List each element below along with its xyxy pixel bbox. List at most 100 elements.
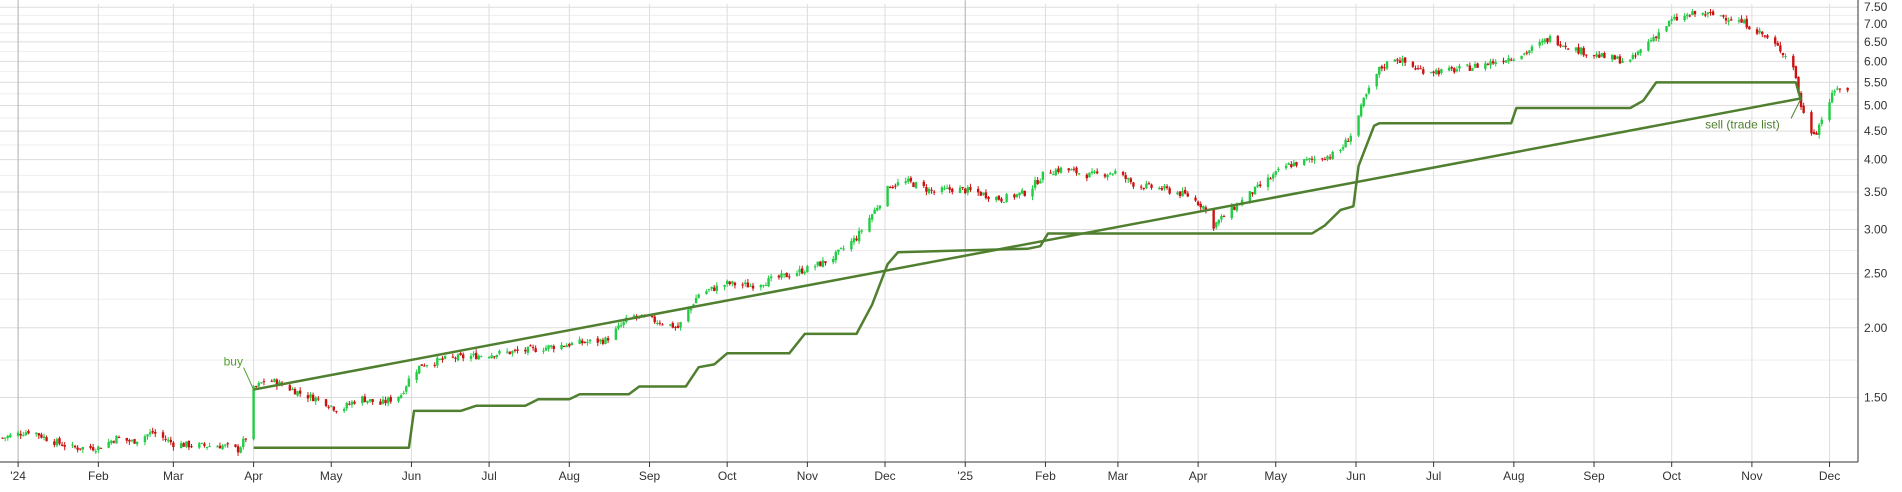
candle-body bbox=[311, 394, 315, 402]
candle-body bbox=[296, 391, 299, 396]
x-tick-label: '25 bbox=[957, 469, 973, 483]
candle-body bbox=[596, 338, 599, 343]
candle-body bbox=[45, 437, 48, 442]
candle-body bbox=[1396, 59, 1399, 61]
candle-body bbox=[1471, 68, 1474, 71]
candle-body bbox=[1486, 63, 1490, 65]
candle-body bbox=[1259, 184, 1262, 187]
candle-body bbox=[73, 445, 77, 448]
candle-body bbox=[291, 389, 294, 391]
candle-body bbox=[1598, 54, 1601, 58]
candle-body bbox=[788, 276, 791, 278]
candle-body bbox=[1453, 68, 1456, 73]
y-tick-label: 6.50 bbox=[1864, 35, 1888, 49]
candle-body bbox=[420, 364, 424, 366]
candle-body bbox=[1773, 37, 1777, 44]
candle-body bbox=[803, 272, 806, 274]
candle-body bbox=[1202, 206, 1205, 209]
candle-body bbox=[894, 185, 897, 187]
candle-body bbox=[24, 432, 28, 436]
x-tick-label: Jun bbox=[402, 469, 421, 483]
x-tick-label: Oct bbox=[1662, 469, 1681, 483]
candle-body bbox=[99, 447, 103, 449]
candle-body bbox=[782, 273, 786, 275]
candle-body bbox=[1398, 60, 1402, 63]
candle-body bbox=[298, 390, 302, 394]
candle-body bbox=[1450, 67, 1453, 69]
x-tick-label: Dec bbox=[874, 469, 895, 483]
candle-body bbox=[1429, 72, 1433, 74]
candle-body bbox=[371, 399, 374, 403]
candle-body bbox=[1271, 174, 1275, 179]
candle-body bbox=[1585, 54, 1588, 56]
candle-body bbox=[1740, 18, 1743, 23]
candle-body bbox=[254, 386, 258, 388]
candle-body bbox=[1833, 90, 1836, 93]
candle-body bbox=[1546, 38, 1549, 43]
candle-body bbox=[1812, 131, 1816, 134]
candle-body bbox=[1675, 16, 1679, 21]
candle-body bbox=[1367, 87, 1371, 94]
candle-body bbox=[1455, 69, 1459, 72]
candle-body bbox=[1186, 193, 1189, 197]
candle-body bbox=[1727, 20, 1730, 22]
candle-body bbox=[1636, 51, 1640, 55]
candle-body bbox=[705, 291, 708, 295]
candle-body bbox=[1308, 158, 1311, 160]
candle-body bbox=[873, 209, 876, 214]
candle-body bbox=[1437, 70, 1440, 75]
candle-body bbox=[1114, 170, 1117, 174]
candle-body bbox=[1711, 11, 1715, 15]
y-tick-label: 6.00 bbox=[1864, 54, 1888, 68]
candle-body bbox=[694, 298, 698, 304]
candle-body bbox=[58, 438, 61, 444]
candle-body bbox=[1673, 17, 1676, 19]
candle-body bbox=[1052, 174, 1055, 176]
candle-body bbox=[1629, 59, 1632, 62]
candle-body bbox=[570, 342, 574, 346]
candle-body bbox=[353, 401, 356, 404]
candle-body bbox=[203, 443, 206, 446]
candle-body bbox=[1220, 215, 1223, 220]
y-tick-label: 2.50 bbox=[1864, 267, 1888, 281]
candle-body bbox=[1121, 172, 1125, 175]
candle-body bbox=[1737, 20, 1741, 22]
candle-body bbox=[1654, 36, 1658, 38]
candle-body bbox=[679, 322, 682, 328]
candle-body bbox=[327, 406, 330, 408]
candle-body bbox=[723, 285, 726, 287]
candle-body bbox=[1323, 159, 1327, 161]
candle-body bbox=[1124, 175, 1127, 180]
candle-body bbox=[1002, 201, 1006, 203]
candle-body bbox=[930, 189, 933, 191]
candle-body bbox=[1419, 68, 1422, 70]
x-tick-label: Sep bbox=[1583, 469, 1605, 483]
candle-body bbox=[55, 439, 59, 446]
candle-body bbox=[1093, 171, 1096, 173]
candle-body bbox=[1328, 157, 1332, 159]
candle-body bbox=[1530, 46, 1534, 51]
candle-body bbox=[1507, 58, 1510, 62]
candle-body bbox=[1693, 11, 1697, 15]
candle-body bbox=[852, 238, 856, 243]
candle-body bbox=[1665, 26, 1668, 32]
candle-body bbox=[1277, 168, 1280, 171]
candle-body bbox=[1075, 167, 1078, 174]
candle-body bbox=[350, 401, 354, 405]
candle-body bbox=[1033, 179, 1037, 188]
x-tick-label: Feb bbox=[88, 469, 109, 483]
candle-body bbox=[1621, 61, 1624, 63]
candle-body bbox=[1688, 15, 1691, 17]
candle-body bbox=[1758, 30, 1761, 33]
candle-body bbox=[42, 436, 46, 438]
candle-body bbox=[837, 249, 840, 252]
candle-body bbox=[1139, 186, 1143, 188]
candle-body bbox=[148, 432, 152, 435]
candle-body bbox=[35, 432, 38, 434]
candle-body bbox=[1484, 63, 1487, 69]
candle-body bbox=[1639, 49, 1642, 53]
candle-body bbox=[1269, 178, 1272, 180]
candle-body bbox=[288, 385, 292, 391]
candle-body bbox=[97, 446, 100, 451]
candle-body bbox=[1543, 39, 1547, 43]
